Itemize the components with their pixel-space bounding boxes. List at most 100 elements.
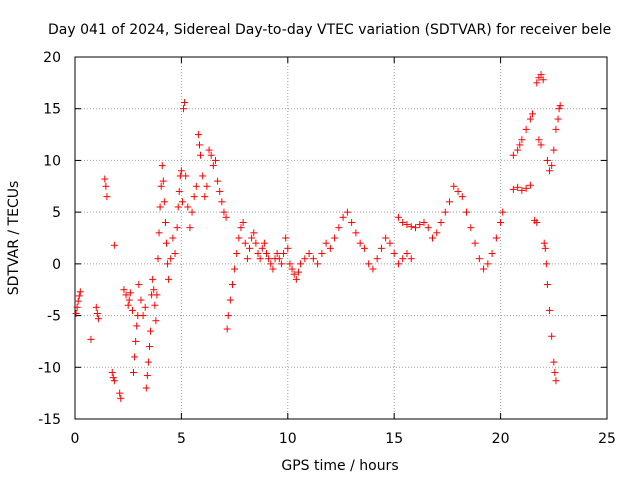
data-point <box>556 102 564 110</box>
data-point <box>139 312 147 320</box>
data-point <box>211 156 219 164</box>
data-point <box>314 260 322 268</box>
data-point <box>554 115 562 123</box>
data-point <box>224 312 232 320</box>
data-point <box>231 265 239 273</box>
data-point <box>145 343 153 351</box>
data-point <box>165 275 173 283</box>
data-point <box>235 234 243 242</box>
data-point <box>152 317 160 325</box>
data-point <box>537 71 545 79</box>
data-point <box>543 156 551 164</box>
data-point <box>533 218 541 226</box>
data-point <box>250 229 258 237</box>
data-point <box>516 141 524 149</box>
data-point <box>116 389 124 397</box>
data-point <box>186 224 194 232</box>
data-point <box>216 187 224 195</box>
data-points <box>72 71 564 402</box>
data-point <box>265 255 273 263</box>
data-point <box>305 250 313 258</box>
data-point <box>339 213 347 221</box>
data-point <box>163 239 171 247</box>
data-point <box>433 229 441 237</box>
data-point <box>122 291 130 299</box>
data-point <box>192 182 200 190</box>
data-point <box>280 250 288 258</box>
data-point <box>309 255 317 263</box>
data-point <box>87 335 95 343</box>
data-point <box>194 131 202 139</box>
data-point <box>158 162 166 170</box>
data-point <box>72 310 80 318</box>
data-point <box>180 105 188 113</box>
data-point <box>260 239 268 247</box>
data-point <box>243 255 251 263</box>
data-point <box>93 310 101 318</box>
data-point <box>73 303 81 311</box>
data-point <box>540 239 548 247</box>
data-point <box>263 250 271 258</box>
data-point <box>331 234 339 242</box>
data-point <box>551 368 559 376</box>
data-point <box>343 208 351 216</box>
data-point <box>499 208 507 216</box>
data-point <box>533 79 541 87</box>
data-point <box>277 260 285 268</box>
data-point <box>275 255 283 263</box>
data-point <box>254 250 262 258</box>
data-point <box>514 146 522 154</box>
data-point <box>550 358 558 366</box>
data-point <box>133 322 141 330</box>
data-point <box>155 229 163 237</box>
data-point <box>92 303 100 311</box>
data-point <box>94 315 102 323</box>
data-point <box>424 224 432 232</box>
data-point <box>290 270 298 278</box>
data-point <box>201 193 209 201</box>
data-point <box>352 229 360 237</box>
data-point <box>322 239 330 247</box>
data-point <box>222 213 230 221</box>
data-point <box>399 218 407 226</box>
data-point <box>454 187 462 195</box>
data-point <box>475 255 483 263</box>
data-point <box>218 198 226 206</box>
data-point <box>141 303 149 311</box>
data-point <box>110 241 118 249</box>
data-point <box>535 136 543 144</box>
data-point <box>273 250 281 258</box>
data-point <box>154 255 162 263</box>
data-point <box>103 193 111 201</box>
data-point <box>548 332 556 340</box>
data-point <box>120 286 128 294</box>
data-point <box>518 186 526 194</box>
data-point <box>284 244 292 252</box>
data-point <box>488 250 496 258</box>
data-point <box>526 181 534 189</box>
data-point <box>542 260 550 268</box>
x-axis-title: GPS time / hours <box>281 458 398 474</box>
x-tick-label: 0 <box>71 431 80 447</box>
data-point <box>245 244 253 252</box>
data-point <box>509 185 517 193</box>
data-point <box>407 255 415 263</box>
data-point <box>480 265 488 273</box>
data-point <box>203 182 211 190</box>
data-point <box>416 221 424 229</box>
data-point <box>124 301 132 309</box>
data-point <box>258 244 266 252</box>
data-point <box>147 327 155 335</box>
data-point <box>149 275 157 283</box>
data-point <box>252 239 260 247</box>
data-point <box>248 234 256 242</box>
data-point <box>159 177 167 185</box>
data-point <box>182 172 190 180</box>
data-point <box>552 377 560 385</box>
data-point <box>552 125 560 133</box>
data-point <box>526 115 534 123</box>
data-point <box>497 218 505 226</box>
data-point <box>199 172 207 180</box>
y-tick-label: -5 <box>47 309 61 325</box>
data-point <box>195 141 203 149</box>
